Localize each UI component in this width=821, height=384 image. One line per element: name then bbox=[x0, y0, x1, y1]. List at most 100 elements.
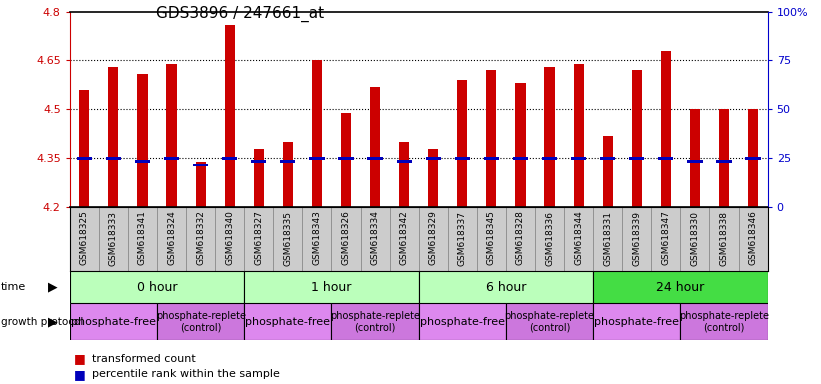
Bar bbox=[70, 271, 245, 303]
Text: time: time bbox=[1, 282, 26, 292]
Bar bbox=[574, 64, 584, 207]
Bar bbox=[222, 157, 237, 160]
Text: phosphate-free: phosphate-free bbox=[71, 316, 156, 327]
Bar bbox=[516, 83, 525, 207]
Text: GSM618326: GSM618326 bbox=[342, 210, 351, 265]
Bar bbox=[484, 157, 499, 160]
Bar bbox=[593, 303, 681, 340]
Bar bbox=[251, 161, 267, 163]
Bar bbox=[282, 142, 293, 207]
Bar bbox=[419, 303, 506, 340]
Text: 1 hour: 1 hour bbox=[311, 281, 351, 293]
Text: 6 hour: 6 hour bbox=[486, 281, 526, 293]
Bar bbox=[167, 64, 177, 207]
Text: ■: ■ bbox=[74, 368, 85, 381]
Bar bbox=[312, 60, 322, 207]
Bar bbox=[341, 113, 351, 207]
Text: GSM618345: GSM618345 bbox=[487, 210, 496, 265]
Text: phosphate-replete
(control): phosphate-replete (control) bbox=[505, 311, 594, 332]
Bar bbox=[745, 157, 761, 160]
Text: transformed count: transformed count bbox=[92, 354, 195, 364]
Text: GSM618325: GSM618325 bbox=[80, 210, 89, 265]
Text: GSM618328: GSM618328 bbox=[516, 210, 525, 265]
Bar bbox=[137, 73, 148, 207]
Text: GSM618338: GSM618338 bbox=[719, 210, 728, 265]
Bar bbox=[506, 303, 594, 340]
Bar bbox=[368, 157, 383, 160]
Bar bbox=[164, 157, 179, 160]
Bar bbox=[80, 90, 89, 207]
Bar bbox=[338, 157, 354, 160]
Bar bbox=[76, 157, 92, 160]
Bar bbox=[513, 157, 528, 160]
Bar bbox=[571, 157, 586, 160]
Text: ▶: ▶ bbox=[48, 281, 58, 293]
Text: ■: ■ bbox=[74, 353, 85, 366]
Bar bbox=[254, 149, 264, 207]
Bar bbox=[397, 161, 412, 163]
Text: GSM618331: GSM618331 bbox=[603, 210, 612, 265]
Text: GSM618336: GSM618336 bbox=[545, 210, 554, 265]
Text: 0 hour: 0 hour bbox=[137, 281, 177, 293]
Bar bbox=[719, 109, 729, 207]
Bar bbox=[429, 149, 438, 207]
Text: GSM618329: GSM618329 bbox=[429, 210, 438, 265]
Text: GSM618334: GSM618334 bbox=[370, 210, 379, 265]
Bar bbox=[108, 67, 118, 207]
Bar bbox=[593, 271, 768, 303]
Text: GSM618341: GSM618341 bbox=[138, 210, 147, 265]
Text: growth protocol: growth protocol bbox=[1, 316, 83, 327]
Bar bbox=[457, 80, 467, 207]
Text: GSM618333: GSM618333 bbox=[109, 210, 118, 265]
Bar bbox=[687, 161, 703, 163]
Bar bbox=[681, 303, 768, 340]
Text: GSM618347: GSM618347 bbox=[662, 210, 671, 265]
Bar bbox=[486, 70, 497, 207]
Text: GSM618344: GSM618344 bbox=[574, 210, 583, 265]
Bar bbox=[70, 303, 157, 340]
Bar bbox=[748, 109, 758, 207]
Text: GSM618330: GSM618330 bbox=[690, 210, 699, 265]
Bar bbox=[370, 86, 380, 207]
Bar bbox=[419, 271, 594, 303]
Bar bbox=[629, 157, 644, 160]
Bar bbox=[717, 161, 732, 163]
Text: GDS3896 / 247661_at: GDS3896 / 247661_at bbox=[156, 6, 324, 22]
Bar bbox=[399, 142, 409, 207]
Text: GSM618340: GSM618340 bbox=[225, 210, 234, 265]
Bar bbox=[425, 157, 441, 160]
Bar bbox=[106, 157, 121, 160]
Bar bbox=[603, 136, 612, 207]
Text: phosphate-free: phosphate-free bbox=[594, 316, 679, 327]
Bar bbox=[135, 161, 150, 163]
Bar bbox=[658, 157, 673, 160]
Bar bbox=[245, 303, 332, 340]
Text: 24 hour: 24 hour bbox=[656, 281, 704, 293]
Text: GSM618327: GSM618327 bbox=[255, 210, 264, 265]
Bar bbox=[193, 164, 209, 166]
Text: percentile rank within the sample: percentile rank within the sample bbox=[92, 369, 280, 379]
Text: phosphate-free: phosphate-free bbox=[420, 316, 505, 327]
Text: GSM618337: GSM618337 bbox=[458, 210, 467, 265]
Bar bbox=[225, 25, 235, 207]
Text: phosphate-replete
(control): phosphate-replete (control) bbox=[330, 311, 420, 332]
Text: GSM618324: GSM618324 bbox=[167, 210, 176, 265]
Bar bbox=[157, 303, 245, 340]
Bar bbox=[600, 157, 616, 160]
Text: GSM618332: GSM618332 bbox=[196, 210, 205, 265]
Bar bbox=[245, 271, 419, 303]
Bar bbox=[310, 157, 324, 160]
Text: GSM618342: GSM618342 bbox=[400, 210, 409, 265]
Text: GSM618343: GSM618343 bbox=[313, 210, 322, 265]
Bar bbox=[455, 157, 470, 160]
Text: phosphate-replete
(control): phosphate-replete (control) bbox=[679, 311, 769, 332]
Bar bbox=[544, 67, 555, 207]
Text: ▶: ▶ bbox=[48, 315, 58, 328]
Bar bbox=[542, 157, 557, 160]
Bar bbox=[631, 70, 642, 207]
Text: GSM618335: GSM618335 bbox=[283, 210, 292, 265]
Bar bbox=[280, 161, 296, 163]
Text: phosphate-replete
(control): phosphate-replete (control) bbox=[156, 311, 245, 332]
Bar bbox=[195, 162, 206, 207]
Bar bbox=[661, 51, 671, 207]
